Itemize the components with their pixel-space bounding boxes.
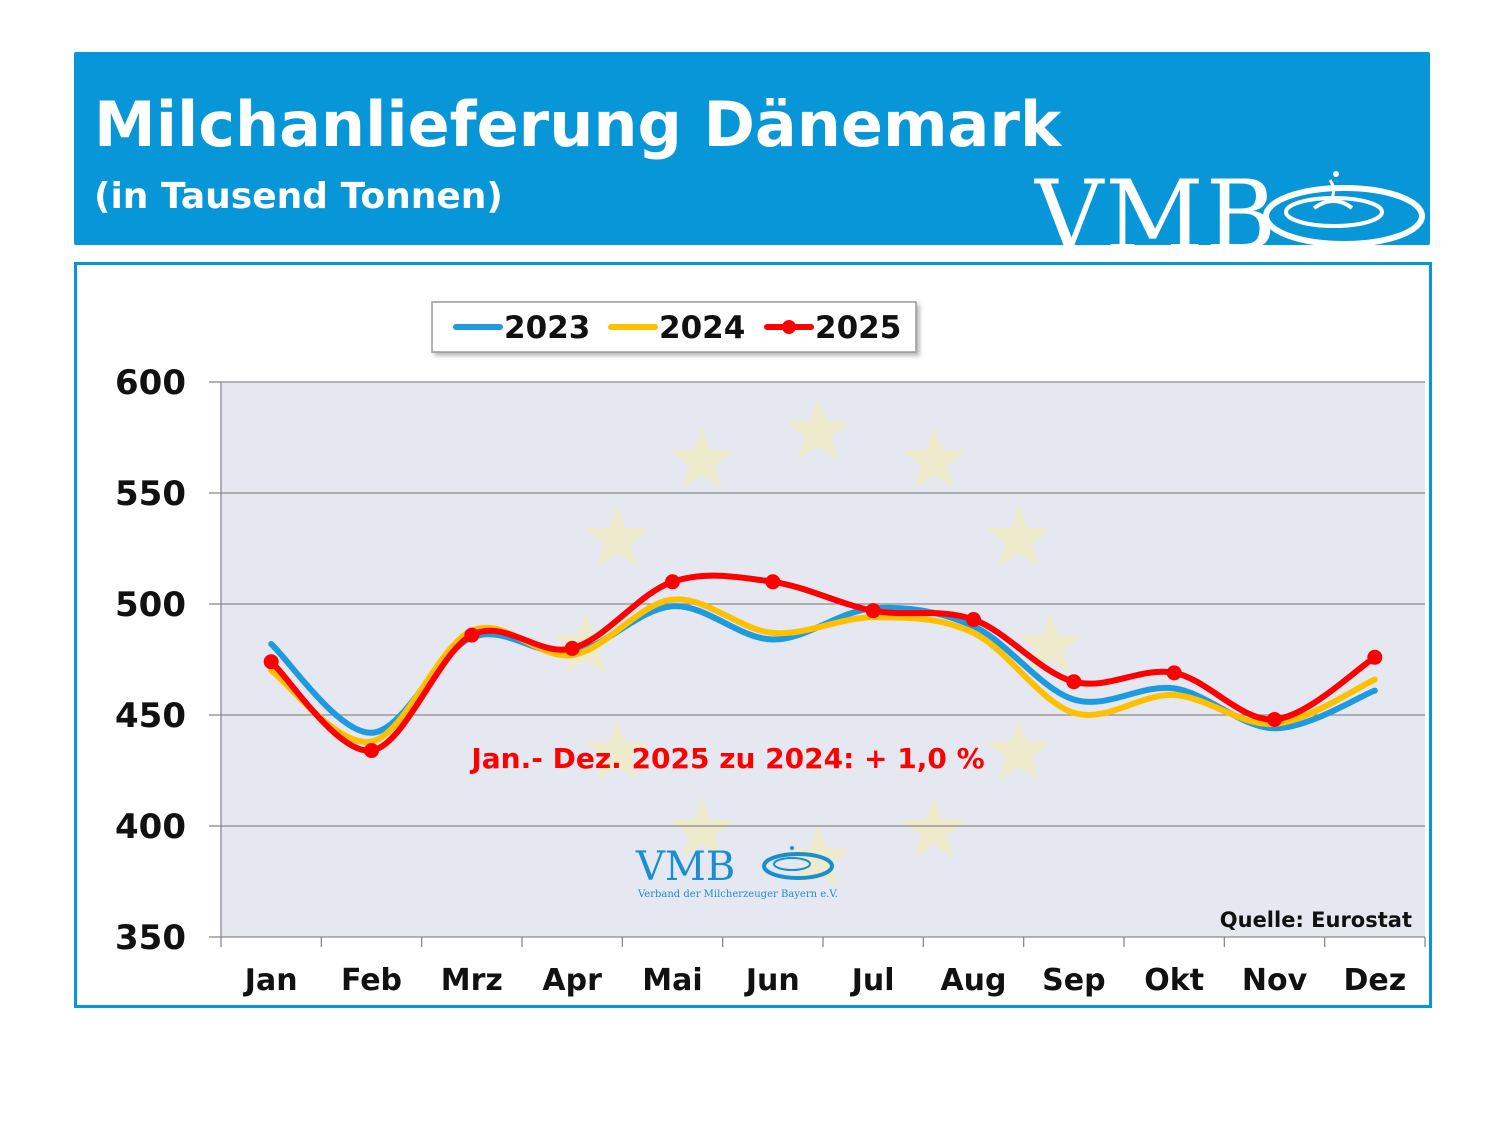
x-tick-label: Nov [1242, 963, 1308, 998]
eu-star [901, 796, 967, 859]
vmb-logo: VMB [1034, 164, 1430, 245]
data-point-2025 [263, 654, 279, 670]
page-subtitle: (in Tausend Tonnen) [94, 176, 503, 217]
data-point-2025 [865, 603, 881, 619]
data-point-2025 [1267, 711, 1282, 727]
eu-star [1017, 612, 1083, 674]
vmb-swirl-icon [1263, 171, 1425, 245]
x-tick-label: Jul [850, 963, 895, 998]
eu-star [785, 398, 851, 461]
x-tick-label: Jan [243, 963, 298, 998]
y-tick-label: 450 [115, 696, 186, 736]
page-title: Milchanlieferung Dänemark [94, 88, 1062, 161]
watermark-caption: Verband der Milcherzeuger Bayern e.V. [637, 889, 838, 900]
data-point-2025 [364, 743, 379, 759]
legend-box [431, 301, 917, 353]
legend-marker-2025 [782, 320, 796, 334]
eu-star [669, 427, 735, 489]
y-tick-label: 500 [115, 585, 186, 625]
data-point-2025 [966, 612, 981, 628]
x-tick-label: Apr [542, 963, 602, 998]
legend: 2023 2024 2025 [431, 301, 917, 353]
data-point-2025 [1166, 665, 1182, 681]
series-lines [263, 572, 1383, 759]
header-banner: Milchanlieferung Dänemark (in Tausend To… [74, 52, 1430, 245]
axes [209, 381, 1426, 947]
eu-star [669, 796, 735, 859]
eu-star [584, 718, 650, 781]
x-tick-label: Feb [341, 963, 402, 998]
x-tick-label: Mrz [441, 963, 503, 998]
y-tick-label: 350 [115, 918, 186, 958]
y-tick-label: 600 [115, 363, 186, 403]
eu-star [901, 427, 967, 489]
grid-lines [221, 381, 1425, 827]
x-tick-label: Aug [940, 963, 1006, 998]
data-point-2025 [464, 627, 480, 643]
x-tick-labels: Jan Feb Mrz Apr Mai Jun Jul Aug Sep Okt Nov Dez [243, 963, 1406, 998]
legend-label-2023: 2023 [504, 310, 590, 346]
x-tick-label: Dez [1343, 963, 1406, 998]
data-point-2025 [765, 574, 781, 590]
legend-label-2024: 2024 [659, 310, 745, 346]
data-point-2025 [564, 640, 580, 656]
series-line-2024 [268, 596, 1378, 745]
watermark-brand: VMB [635, 844, 735, 890]
source-label: Quelle: Eurostat [1220, 908, 1412, 932]
eu-star [986, 718, 1052, 781]
vmb-logo-text: VMB [1034, 164, 1279, 245]
plot-watermark-logo: VMB Verband der Milcherzeuger Bayern e.V… [635, 844, 838, 900]
legend-label-2025: 2025 [815, 310, 901, 346]
growth-annotation: Jan.- Dez. 2025 zu 2024: + 1,0 % [469, 742, 984, 775]
data-point-2025 [1066, 674, 1082, 690]
y-tick-label: 550 [115, 474, 186, 514]
data-point-2025 [1367, 649, 1383, 665]
eu-star [584, 505, 650, 567]
y-tick-labels: 350 400 450 500 550 600 [115, 363, 186, 958]
data-point-2025 [665, 574, 680, 590]
x-tick-label: Sep [1042, 963, 1105, 998]
series-line-2025 [268, 572, 1378, 754]
y-tick-label: 400 [115, 807, 186, 847]
eu-star [986, 505, 1052, 567]
x-tick-label: Okt [1144, 963, 1204, 998]
x-tick-label: Jun [744, 963, 800, 998]
x-tick-label: Mai [642, 963, 702, 998]
